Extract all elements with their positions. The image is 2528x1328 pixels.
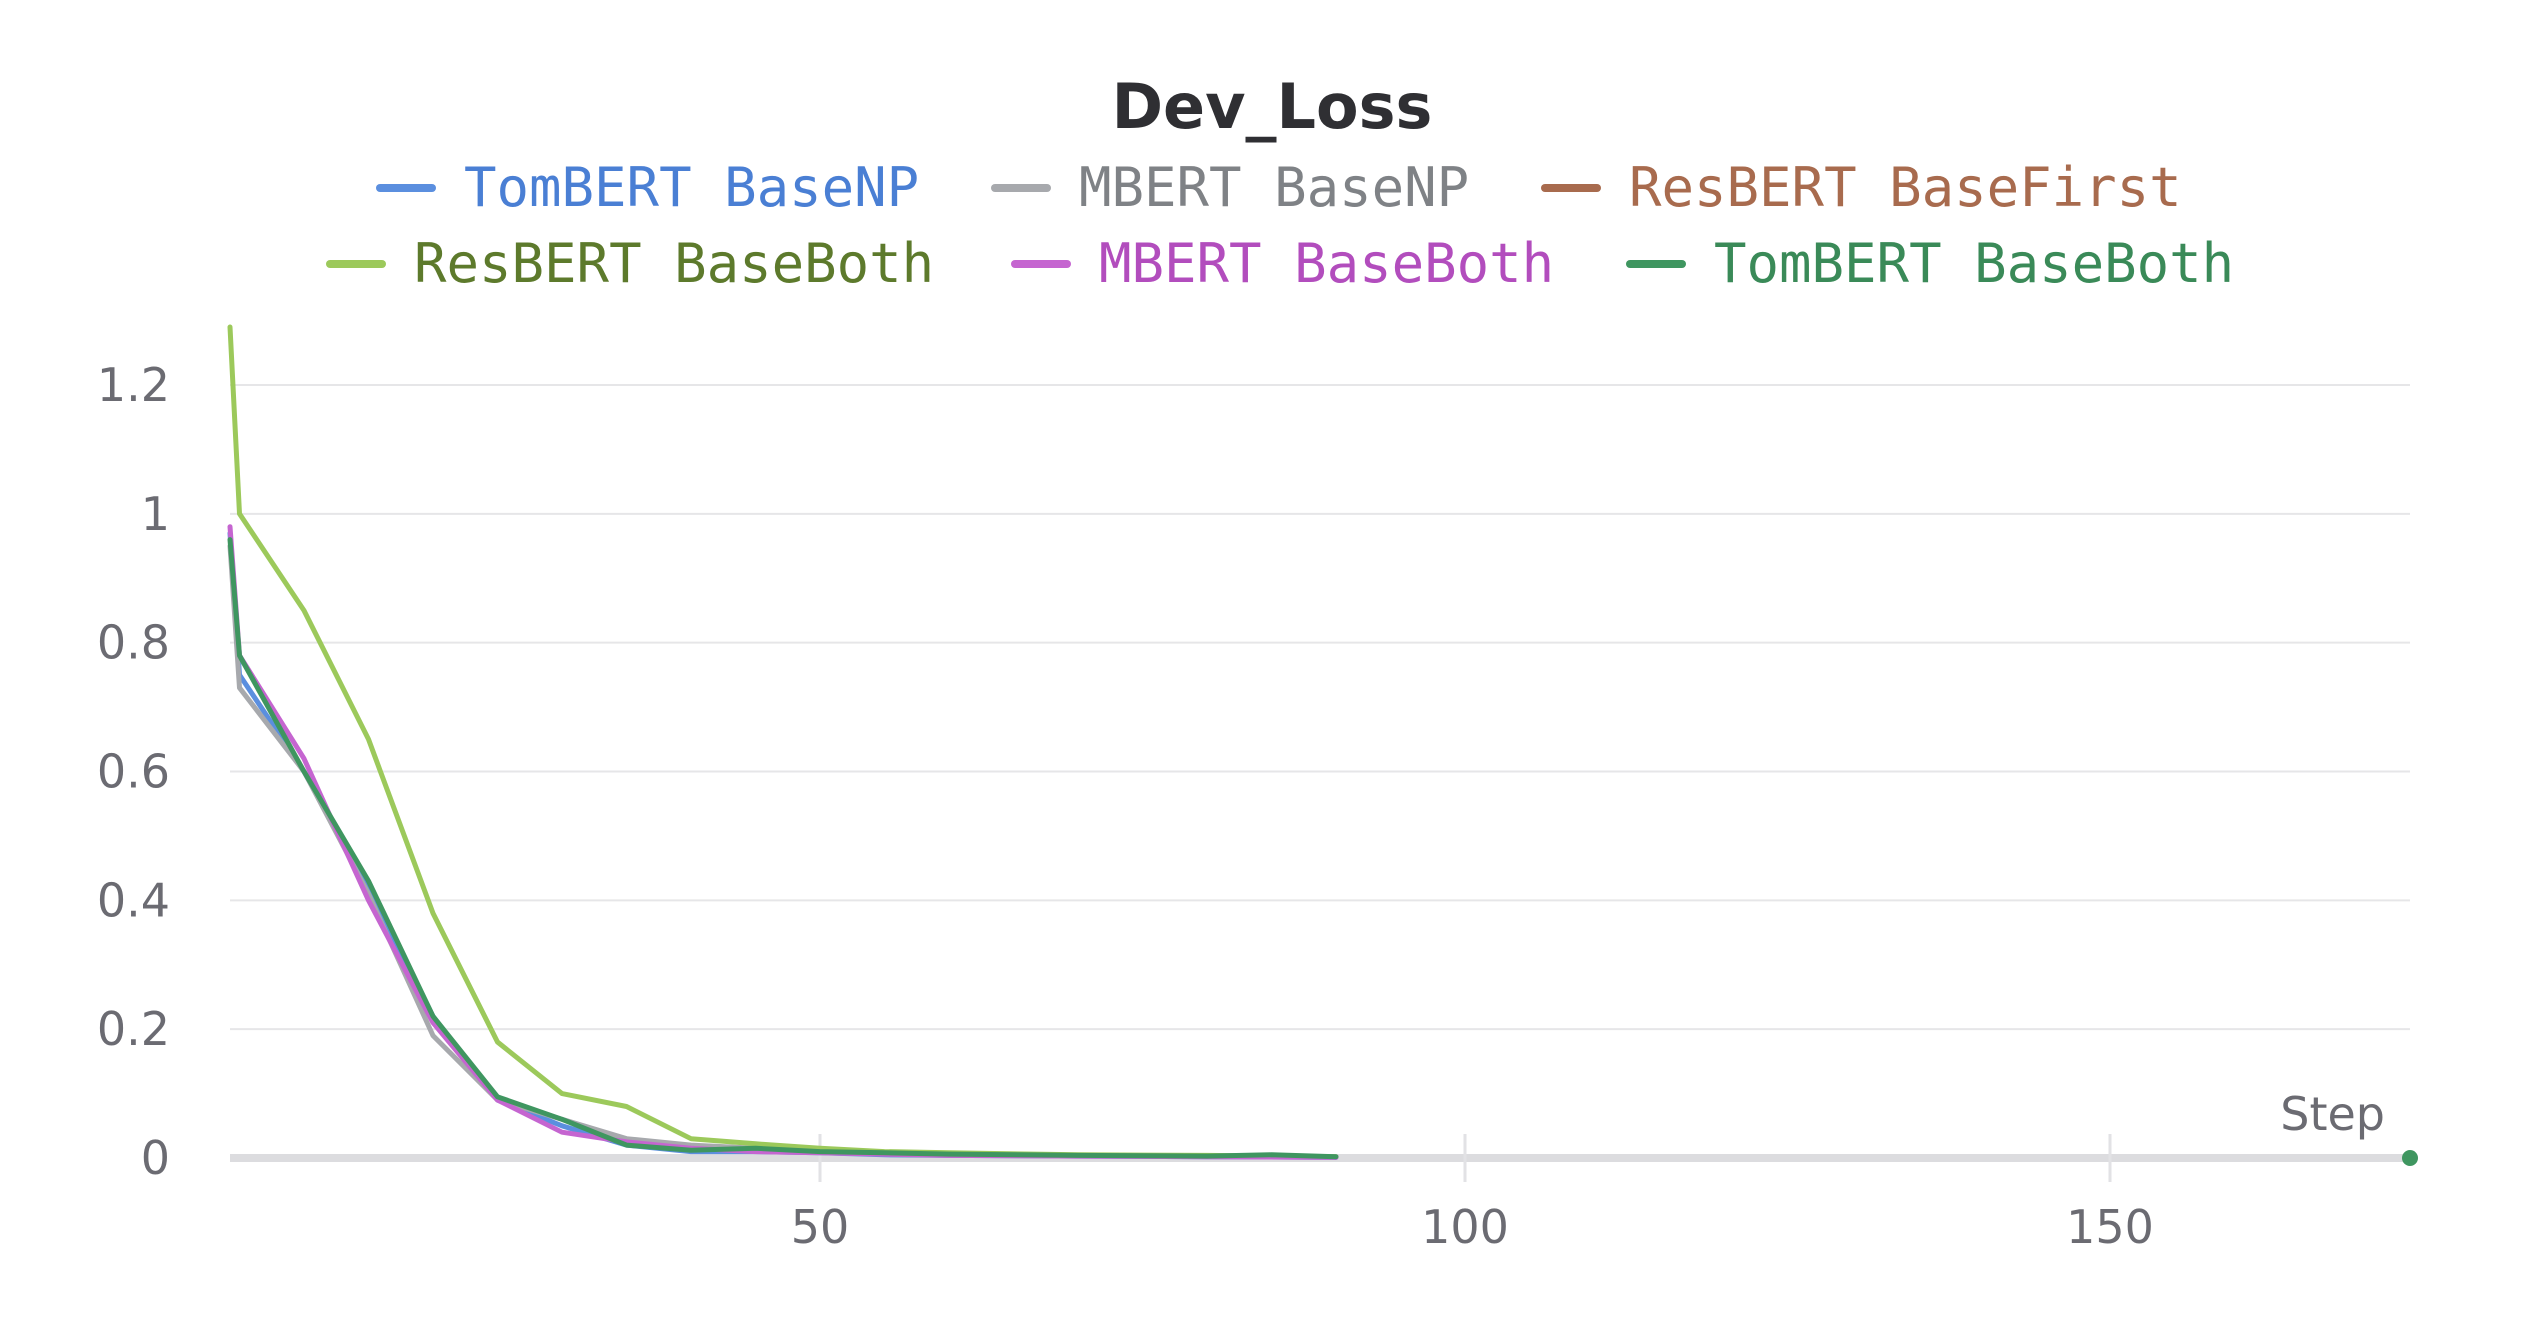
y-tick-label: 0.4 <box>97 873 170 927</box>
y-tick-label: 1 <box>141 487 170 541</box>
series-line-resbert-baseboth <box>227 324 1339 1160</box>
series-line-tombert-baseboth <box>227 537 1339 1160</box>
legend-label-resbert-basefirst: ResBERT BaseFirst <box>1629 156 2182 219</box>
y-axis: 0 0.2 0.4 0.6 0.8 1 1.2 <box>97 358 170 1185</box>
x-tick-label: 100 <box>1421 1200 1509 1254</box>
legend-label-resbert-baseboth: ResBERT BaseBoth <box>414 232 934 295</box>
x-tick-label: 150 <box>2066 1200 2154 1254</box>
step-axis-end-marker <box>2402 1150 2418 1166</box>
series-line-mbert-basenp <box>227 543 1339 1160</box>
gridlines <box>230 384 2410 1031</box>
y-tick-label: 0 <box>141 1131 170 1185</box>
legend-label-mbert-baseboth: MBERT BaseBoth <box>1099 232 1554 295</box>
x-axis: 50 100 150 <box>230 1134 2410 1254</box>
legend: TomBERT BaseNP MBERT BaseNP ResBERT BaseFi… <box>326 156 2234 295</box>
series-line-mbert-baseboth <box>227 524 1339 1160</box>
y-tick-label: 0.6 <box>97 745 170 799</box>
y-tick-label: 0.8 <box>97 616 170 670</box>
x-axis-title: Step <box>2280 1087 2385 1141</box>
legend-label-tombert-baseboth: TomBERT BaseBoth <box>1714 232 2234 295</box>
y-tick-label: 1.2 <box>97 358 170 412</box>
series-layer <box>227 324 1339 1160</box>
chart-title: Dev_Loss <box>1112 70 1433 143</box>
legend-label-tombert-basenp: TomBERT BaseNP <box>464 156 919 219</box>
series-line-tombert-basenp <box>227 530 1339 1160</box>
legend-label-mbert-basenp: MBERT BaseNP <box>1079 156 1469 219</box>
x-tick-label: 50 <box>791 1200 850 1254</box>
y-tick-label: 0.2 <box>97 1002 170 1056</box>
